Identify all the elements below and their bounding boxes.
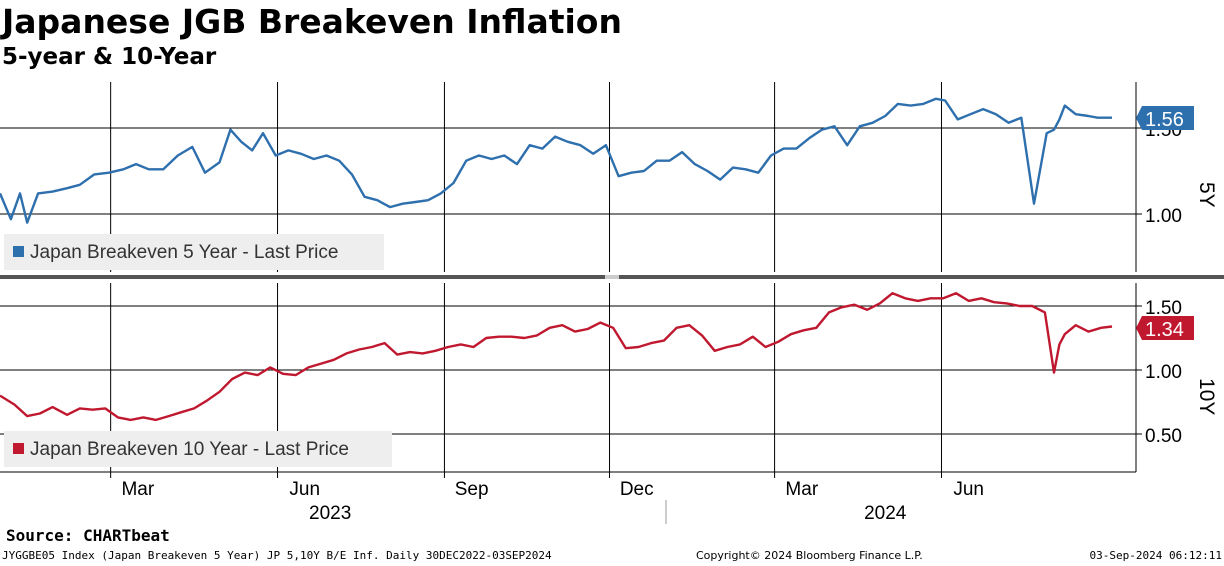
last-value-label: 1.34 [1145, 319, 1184, 341]
series-line-5y [0, 97, 1112, 224]
axis-label: 10Y [1195, 378, 1218, 415]
source-label: Source: CHARTbeat [6, 526, 170, 545]
y-tick-label: 1.00 [1145, 206, 1182, 227]
legend-swatch [13, 443, 24, 454]
y-tick-label: 1.50 [1145, 298, 1182, 319]
legend-swatch [13, 246, 24, 257]
footer-timestamp: 03-Sep-2024 06:12:11 [1089, 549, 1222, 562]
axis-label: 5Y [1195, 182, 1218, 208]
panel-separator-grip [605, 275, 619, 279]
page-subtitle: 5-year & 10-Year [2, 44, 217, 70]
legend-label: Japan Breakeven 5 Year - Last Price [30, 242, 338, 263]
page-title: Japanese JGB Breakeven Inflation [2, 2, 622, 41]
footer-copyright: Copyright© 2024 Bloomberg Finance L.P. [696, 549, 923, 562]
last-value-tag [1136, 106, 1194, 130]
x-tick-label: Jun [953, 479, 984, 500]
x-tick-label: Dec [620, 479, 654, 500]
last-value-tag [1136, 316, 1194, 340]
x-tick-label: Jun [289, 479, 320, 500]
footer-index-info: JYGGBE05 Index (Japan Breakeven 5 Year) … [2, 549, 552, 562]
x-tick-label: Mar [121, 479, 154, 500]
legend-box [4, 234, 384, 270]
x-year-label: 2024 [864, 503, 907, 524]
y-tick-label: 0.50 [1145, 426, 1182, 447]
x-tick-label: Sep [455, 479, 489, 500]
y-tick-label: 1.00 [1145, 362, 1182, 383]
x-year-label: 2023 [309, 503, 351, 524]
legend-box [4, 431, 392, 467]
x-tick-label: Mar [785, 479, 818, 500]
legend-label: Japan Breakeven 10 Year - Last Price [30, 439, 349, 460]
last-value-label: 1.56 [1145, 109, 1184, 131]
series-line-10y [0, 292, 1113, 422]
